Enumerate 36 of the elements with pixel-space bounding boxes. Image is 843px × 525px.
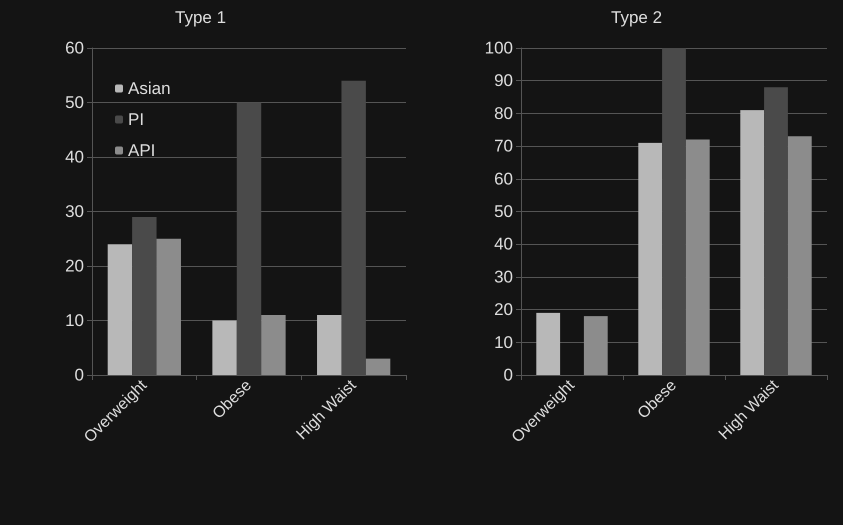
y-tick-label: 50 bbox=[494, 202, 513, 221]
bar bbox=[317, 315, 342, 375]
y-tick-label: 40 bbox=[65, 148, 84, 166]
y-tick-label: 100 bbox=[484, 38, 513, 58]
y-tick-label: 30 bbox=[65, 202, 84, 221]
bar bbox=[156, 238, 181, 375]
bar bbox=[536, 312, 560, 375]
bar bbox=[686, 140, 710, 375]
y-tick-label: 60 bbox=[65, 38, 84, 58]
y-tick-label: 40 bbox=[494, 234, 513, 254]
bar bbox=[584, 316, 608, 375]
y-tick-label: 60 bbox=[494, 169, 513, 188]
bar bbox=[132, 216, 157, 375]
bar bbox=[740, 110, 764, 375]
bar bbox=[788, 136, 812, 375]
bar bbox=[108, 244, 132, 375]
y-tick-label: 0 bbox=[504, 366, 513, 384]
y-tick-label: 10 bbox=[65, 311, 84, 330]
bar bbox=[212, 320, 237, 375]
y-tick-label: 20 bbox=[494, 300, 513, 320]
y-tick-label: 90 bbox=[494, 71, 513, 90]
y-tick-label: 20 bbox=[65, 256, 84, 276]
chart-title: Type 2 bbox=[611, 8, 662, 27]
y-tick-label: 80 bbox=[494, 104, 513, 123]
y-tick-label: 30 bbox=[494, 267, 513, 286]
legend-label: Asian bbox=[128, 79, 171, 98]
y-tick-label: 50 bbox=[65, 93, 84, 112]
bar bbox=[638, 142, 662, 375]
chart-title: Type 1 bbox=[175, 8, 226, 27]
legend-label: API bbox=[128, 141, 156, 160]
y-tick-label: 10 bbox=[494, 332, 513, 352]
y-tick-label: 70 bbox=[494, 136, 513, 156]
legend-label: PI bbox=[128, 110, 144, 129]
bar bbox=[366, 358, 390, 375]
y-tick-label: 0 bbox=[74, 366, 84, 384]
bar bbox=[261, 315, 286, 375]
